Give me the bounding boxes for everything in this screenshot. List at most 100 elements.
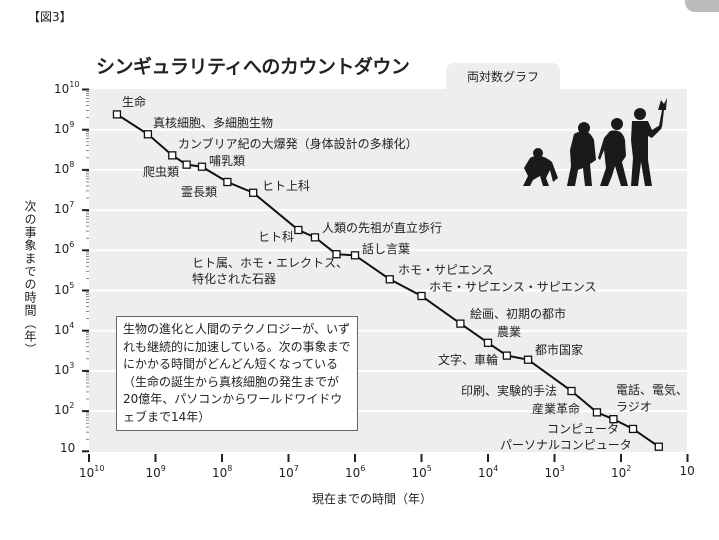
- tick-base: 10: [544, 466, 560, 480]
- tick-exponent: 4: [493, 464, 499, 473]
- annotation-label: 爬虫類: [143, 165, 180, 179]
- data-point-marker: [249, 188, 258, 197]
- tick-exponent: 8: [227, 464, 233, 473]
- annotation-label: パーソナルコンピュータ: [500, 438, 632, 452]
- annotation-label: 文字、車輪: [438, 353, 499, 367]
- evolution-silhouette-icon: [523, 98, 667, 186]
- markers: [112, 110, 663, 451]
- tick-base: 10: [345, 466, 361, 480]
- tick-exponent: 10: [94, 464, 105, 473]
- x-tick-label: 104: [478, 464, 498, 480]
- y-tick-label: 106: [54, 240, 74, 256]
- scale-tab: 両対数グラフ: [446, 63, 560, 89]
- x-axis-label: 現在までの時間（年）: [312, 492, 433, 506]
- tick-base: 10: [60, 441, 76, 456]
- chart-title: シンギュラリティへのカウントダウン: [96, 56, 410, 78]
- data-point-marker: [483, 338, 493, 347]
- y-tick-label: 105: [54, 281, 74, 297]
- data-point-marker: [350, 251, 360, 260]
- tick-base: 10: [54, 161, 70, 176]
- tick-exponent: 4: [69, 320, 75, 330]
- data-point-marker: [385, 275, 394, 284]
- tick-exponent: 6: [69, 240, 75, 250]
- data-point-marker: [628, 424, 638, 434]
- tick-base: 10: [54, 282, 70, 297]
- data-point-marker: [332, 250, 341, 259]
- x-tick-label: 1010: [79, 464, 104, 480]
- tick-base: 10: [411, 466, 427, 480]
- data-point-marker: [310, 233, 320, 242]
- data-point-marker: [223, 177, 232, 187]
- tick-base: 10: [54, 322, 70, 337]
- figure-number: 【図3】: [28, 10, 72, 24]
- y-axis-label: 次の事象までの時間（年）: [23, 200, 37, 356]
- data-point-marker: [197, 162, 207, 171]
- y-tick-label: 10: [60, 441, 75, 455]
- series-line: [116, 113, 660, 448]
- tick-base: 10: [478, 466, 494, 480]
- annotation-label: ヒト上科: [262, 179, 311, 193]
- y-tick-label: 103: [54, 361, 74, 377]
- annotation-label: 絵画、初期の都市: [470, 307, 567, 321]
- tick-exponent: 5: [69, 280, 75, 290]
- note-box: 生物の進化と人間のテクノロジーが、いずれも継続的に加速している。次の事象までにか…: [116, 316, 358, 431]
- y-tick-label: 102: [54, 401, 74, 417]
- x-tick-label: 10: [680, 464, 695, 478]
- x-tick-label: 106: [345, 464, 365, 480]
- data-point-marker: [168, 151, 177, 160]
- tick-exponent: 9: [69, 119, 75, 129]
- data-point-marker: [654, 442, 663, 451]
- tick-exponent: 2: [69, 401, 75, 411]
- annotation-label: 生命: [122, 95, 147, 109]
- annotation-label: 哺乳類: [209, 154, 246, 168]
- tick-exponent: 7: [293, 464, 299, 473]
- data-point-marker: [523, 355, 533, 364]
- x-tick-label: 108: [212, 464, 232, 480]
- annotation-label: ホモ・サピエンス・サピエンス: [429, 280, 597, 294]
- annotation-label: 印刷、実験的手法: [461, 384, 558, 398]
- annotation-label: 話し言葉: [362, 242, 411, 256]
- annotation-label: 霊長類: [181, 185, 218, 199]
- data-point-marker: [567, 386, 576, 396]
- y-tick-label: 109: [54, 120, 74, 136]
- y-tick-label: 107: [54, 200, 74, 216]
- tick-exponent: 5: [426, 464, 432, 473]
- data-point-marker: [143, 130, 153, 139]
- axes: [82, 88, 689, 462]
- annotation-label: 電話、電気、: [616, 383, 689, 397]
- tick-exponent: 10: [69, 79, 80, 89]
- tick-base: 10: [54, 242, 70, 257]
- tick-base: 10: [54, 362, 70, 377]
- annotation-label: 真核細胞、多細胞生物: [153, 116, 274, 130]
- annotation-label: ヒト科: [258, 230, 295, 244]
- x-tick-label: 103: [545, 464, 565, 480]
- annotation-label: 農業: [497, 325, 522, 339]
- annotation-label: 都市国家: [535, 343, 584, 357]
- tick-exponent: 8: [69, 159, 75, 169]
- tick-exponent: 3: [69, 360, 75, 370]
- data-point-marker: [456, 319, 465, 328]
- tick-exponent: 6: [360, 464, 366, 473]
- data-point-marker: [112, 110, 122, 119]
- annotation-label: ヒト属、ホモ・エレクトス、: [192, 256, 349, 270]
- tick-base: 10: [54, 81, 70, 96]
- tick-exponent: 2: [626, 464, 632, 473]
- tick-exponent: 9: [160, 464, 166, 473]
- tick-base: 10: [54, 121, 70, 136]
- tick-base: 10: [145, 466, 161, 480]
- x-tick-label: 105: [412, 464, 432, 480]
- annotation-label: ホモ・サピエンス: [398, 263, 494, 277]
- data-point-marker: [609, 415, 618, 424]
- data-point-marker: [592, 408, 602, 417]
- corner-decoration: [685, 0, 719, 12]
- x-tick-label: 109: [146, 464, 166, 480]
- data-point-marker: [417, 291, 426, 301]
- series-path: [116, 113, 660, 448]
- tick-base: 10: [79, 466, 95, 480]
- annotation-label: ラジオ: [616, 400, 652, 414]
- annotation-label: 産業革命: [532, 402, 581, 416]
- y-tick-label: 108: [54, 160, 74, 176]
- annotation-label: カンブリア紀の大爆発（身体設計の多様化）: [178, 137, 418, 151]
- data-point-marker: [294, 225, 303, 235]
